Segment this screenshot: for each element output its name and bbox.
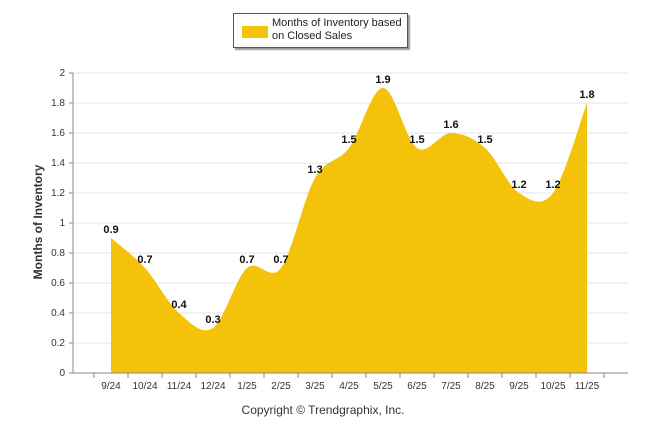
legend-label: Months of Inventory based on Closed Sale…	[272, 17, 402, 42]
x-tick-label: 3/25	[305, 381, 325, 392]
x-tick-label: 11/24	[167, 381, 192, 392]
x-tick-label: 5/25	[373, 381, 393, 392]
data-label: 0.3	[205, 314, 220, 326]
x-tick-label: 9/25	[509, 381, 529, 392]
area-series	[111, 88, 587, 373]
data-label: 1.9	[375, 74, 390, 86]
x-tick-label: 6/25	[407, 381, 427, 392]
y-axis-title: Months of Inventory	[31, 164, 45, 279]
data-label: 0.7	[137, 254, 152, 266]
y-tick-label: 1.4	[51, 158, 65, 169]
y-tick-label: 1.6	[51, 128, 65, 139]
data-label: 1.3	[307, 164, 322, 176]
area-fill	[111, 88, 587, 373]
data-label: 1.5	[477, 134, 492, 146]
x-tick-label: 2/25	[271, 381, 291, 392]
data-label: 0.7	[273, 254, 288, 266]
x-tick-label: 1/25	[237, 381, 257, 392]
x-tick-label: 4/25	[339, 381, 359, 392]
data-label: 0.4	[171, 299, 187, 311]
data-label: 0.9	[103, 224, 118, 236]
data-labels: 0.9 0.7 0.4 0.3 0.7 0.7 1.3 1.5 1.9 1.5 1.6 1.5 1.2 1…	[103, 74, 594, 326]
y-tick-labels: 0 0.2 0.4 0.6 0.8 1 1.2 1.4 1.6 1.8 2	[51, 68, 65, 379]
x-tick-labels: 9/24 10/24 11/24 12/24 1/25 2/25 3/25 4/25 5/25 6…	[93, 373, 605, 392]
data-label: 1.2	[511, 179, 526, 191]
x-tick-label: 10/24	[132, 381, 157, 392]
y-tick-label: 0.4	[51, 308, 65, 319]
legend-swatch	[242, 26, 268, 38]
data-label: 1.8	[579, 89, 594, 101]
y-tick-label: 0.2	[51, 338, 65, 349]
data-label: 0.7	[239, 254, 254, 266]
data-label: 1.5	[341, 134, 356, 146]
data-label: 1.6	[443, 119, 458, 131]
x-tick-label: 8/25	[475, 381, 495, 392]
legend: Months of Inventory based on Closed Sale…	[233, 13, 408, 48]
copyright-text: Copyright © Trendgraphix, Inc.	[241, 403, 405, 417]
data-label: 1.5	[409, 134, 424, 146]
y-tick-label: 0.8	[51, 248, 65, 259]
y-tick-label: 2	[59, 68, 65, 79]
x-tick-label: 10/25	[540, 381, 565, 392]
y-tick-label: 1	[59, 218, 65, 229]
x-tick-label: 7/25	[441, 381, 461, 392]
y-tick-label: 0	[59, 368, 65, 379]
x-tick-label: 11/25	[575, 381, 600, 392]
data-label: 1.2	[545, 179, 560, 191]
y-tick-label: 1.2	[51, 188, 65, 199]
x-tick-label: 9/24	[101, 381, 121, 392]
y-tick-label: 0.6	[51, 278, 65, 289]
y-tick-label: 1.8	[51, 98, 65, 109]
x-tick-label: 12/24	[200, 381, 225, 392]
